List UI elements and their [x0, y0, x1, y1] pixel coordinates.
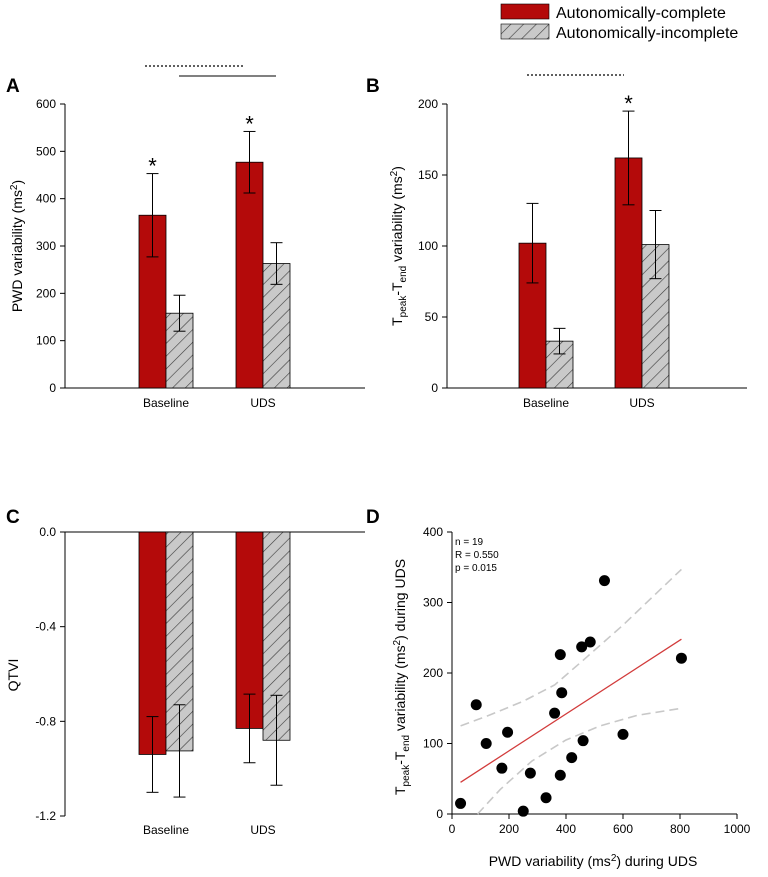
panel-d-stat-r: R = 0.550: [455, 550, 499, 561]
panel-b-x-tick-label: UDS: [629, 396, 654, 410]
panel-d-x-tick-label: 0: [449, 822, 456, 836]
panel-d-x-tick-label: 200: [499, 822, 519, 836]
panel-d-y-axis-title: Tpeak-Tend variability (ms2) during UDS: [392, 559, 412, 795]
panel-d-data-point: [517, 805, 529, 817]
panel-a-y-tick-label: 500: [36, 144, 56, 158]
panel-d-data-point: [598, 575, 610, 587]
panel-c-y-tick-label: -0.8: [35, 714, 56, 728]
panel-d-y-tick-label: 400: [423, 525, 443, 539]
legend-swatch-incomplete: [500, 23, 550, 40]
panel-d-data-point: [675, 652, 687, 664]
panel-a-plot: 0 100 200 300 400 500 600 Baseline UDS * *: [36, 97, 365, 410]
panel-a-x-tick-label: UDS: [250, 396, 275, 410]
panel-b-significance-star: *: [624, 91, 633, 116]
panel-d-data-point: [496, 762, 508, 774]
panel-c-y-tick-label: -1.2: [35, 809, 56, 823]
panel-d-y-tick-label: 200: [423, 666, 443, 680]
panel-d-data-point: [556, 687, 568, 699]
panel-letter-b: B: [366, 76, 380, 97]
panel-d-x-tick-label: 600: [613, 822, 633, 836]
panel-a-y-tick-label: 600: [36, 97, 56, 111]
panel-b-x-tick-label: Baseline: [523, 396, 569, 410]
panel-d-data-point: [540, 792, 552, 804]
panel-letter-c: C: [6, 507, 20, 528]
panel-d-data-point: [577, 735, 589, 747]
panel-c-x-tick-label: UDS: [250, 823, 275, 837]
panel-b-y-tick-label: 150: [418, 168, 438, 182]
panel-c-plot: -1.2 -0.8 -0.4 0.0 Baseline UDS: [35, 525, 365, 837]
panel-d-data-point: [554, 649, 566, 661]
panel-d-x-tick-label: 1000: [724, 822, 751, 836]
panel-d-y-tick-label: 100: [423, 737, 443, 751]
panel-a-significance-star: *: [245, 111, 254, 136]
panel-a-y-axis-title: PWD variability (ms2): [9, 180, 25, 312]
panel-b-y-axis-title: Tpeak-Tend variability (ms2): [389, 166, 409, 326]
panel-d-data-point: [566, 752, 578, 764]
panel-d-x-tick-label: 800: [670, 822, 690, 836]
panel-d-y-tick-label: 0: [436, 807, 443, 821]
panel-a-y-tick-label: 100: [36, 334, 56, 348]
panel-a-y-tick-label: 400: [36, 192, 56, 206]
panel-c: C -1.2 -0.8 -0.4 0.0 Baseline UDS QTVI: [5, 507, 365, 837]
legend-swatch-complete: [500, 3, 550, 20]
legend: Autonomically-complete Autonomically-inc…: [500, 3, 738, 42]
panel-d-data-point: [576, 641, 588, 653]
panel-d-data-point: [480, 738, 492, 749]
panel-d-stat-n: n = 19: [455, 537, 484, 548]
panel-d-x-tick-label: 400: [556, 822, 576, 836]
panel-b-y-tick-label: 0: [431, 381, 438, 395]
panel-c-x-tick-label: Baseline: [143, 823, 189, 837]
panel-d-data-point: [455, 797, 467, 809]
panel-c-y-tick-label: -0.4: [35, 620, 56, 634]
panel-b: B 0 50 100 150 200 Baseline UDS * Tpeak-Tend va…: [366, 74, 747, 410]
panel-d-data-point: [549, 707, 561, 719]
panel-d-regression-line: [460, 638, 682, 783]
panel-a: A 0 100 200 300 400 500 600 Baseline UDS * * PWD v…: [6, 65, 365, 410]
panel-a-significance-star: *: [148, 154, 157, 179]
panel-d-stat-p: p = 0.015: [455, 563, 497, 574]
panel-c-y-axis-title: QTVI: [5, 659, 21, 692]
panel-a-x-tick-label: Baseline: [143, 396, 189, 410]
panel-d-data-point: [554, 769, 566, 781]
panel-d-y-tick-label: 300: [423, 596, 443, 610]
panel-a-bar-complete-uds: [235, 161, 264, 389]
panel-b-y-tick-label: 200: [418, 97, 438, 111]
panel-letter-d: D: [366, 507, 380, 528]
panel-d-ci-upper-line: [460, 568, 682, 727]
legend-label-incomplete: Autonomically-incomplete: [556, 25, 738, 42]
panel-d-data-point: [617, 728, 629, 740]
legend-label-complete: Autonomically-complete: [556, 5, 726, 22]
panel-d-data-point: [470, 699, 482, 711]
panel-c-y-tick-label: 0.0: [39, 525, 56, 539]
panel-letter-a: A: [6, 76, 20, 97]
panel-b-plot: 0 50 100 150 200 Baseline UDS *: [418, 91, 747, 410]
panel-d-x-axis-title: PWD variability (ms2) during UDS: [489, 853, 698, 869]
panel-d-data-point: [584, 636, 596, 648]
panel-b-y-tick-label: 50: [425, 310, 439, 324]
panel-d-data-point: [502, 726, 514, 738]
panel-d-plot: 0 100 200 300 400 0 200 400 600 800 1000: [423, 525, 751, 836]
panel-b-y-tick-label: 100: [418, 239, 438, 253]
panel-a-y-tick-label: 0: [49, 381, 56, 395]
panel-d-data-point: [524, 767, 536, 779]
panel-a-y-tick-label: 300: [36, 239, 56, 253]
panel-d-ci-lower-line: [477, 707, 682, 815]
panel-a-y-tick-label: 200: [36, 286, 56, 300]
